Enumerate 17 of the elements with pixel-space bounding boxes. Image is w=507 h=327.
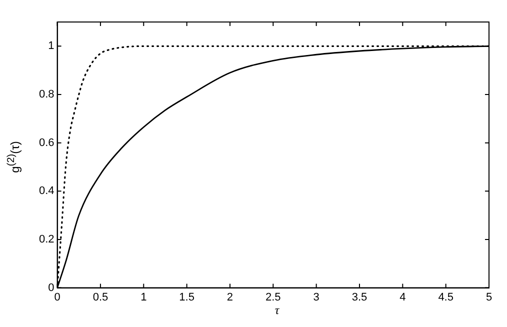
y-tick-label: 0.4	[38, 185, 54, 198]
x-tick-label: 2.5	[265, 291, 281, 304]
y-tick-label: 1	[48, 40, 54, 52]
y-tick-label: 0.2	[38, 234, 54, 246]
x-tick-label: 5	[486, 291, 492, 304]
x-tick-label: 4	[400, 291, 406, 304]
x-tick-label: 2	[226, 291, 234, 304]
x-tick-label: 1.5	[179, 291, 194, 304]
x-tick-label: 1	[140, 291, 147, 304]
x-tick-label: 3.5	[352, 291, 368, 304]
x-tick-label: 0.5	[92, 291, 108, 304]
x-axis-title: τ	[274, 303, 280, 318]
y-tick-label: 0	[48, 282, 54, 294]
x-tick-label: 3	[313, 291, 320, 304]
y-tick-label: 0.8	[38, 88, 54, 101]
y-tick-label: 0.6	[38, 136, 54, 149]
x-tick-label: 4.5	[438, 291, 454, 304]
